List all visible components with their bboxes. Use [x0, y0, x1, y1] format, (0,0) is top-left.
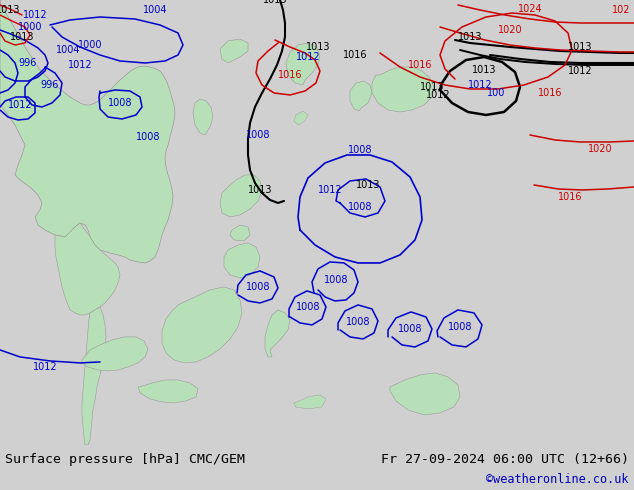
Text: 1008: 1008 [246, 130, 270, 140]
Polygon shape [294, 395, 326, 409]
Text: 1008: 1008 [136, 132, 160, 142]
Text: 1016: 1016 [408, 60, 432, 70]
Text: Fr 27-09-2024 06:00 UTC (12+66): Fr 27-09-2024 06:00 UTC (12+66) [381, 453, 629, 466]
Polygon shape [220, 175, 262, 217]
Text: 1013: 1013 [248, 185, 272, 195]
Polygon shape [350, 81, 372, 111]
Text: 1012: 1012 [425, 90, 450, 100]
Text: 1013: 1013 [458, 32, 482, 42]
Polygon shape [265, 310, 290, 357]
Text: 1020: 1020 [498, 25, 522, 35]
Polygon shape [372, 67, 434, 112]
Text: 1008: 1008 [295, 302, 320, 312]
Text: 996: 996 [19, 58, 37, 68]
Text: 1012: 1012 [8, 100, 32, 110]
Polygon shape [390, 373, 460, 415]
Text: 1008: 1008 [324, 275, 348, 285]
Text: 1008: 1008 [346, 317, 370, 327]
Text: 1000: 1000 [18, 22, 42, 32]
Text: 1024: 1024 [518, 4, 542, 14]
Text: 1013: 1013 [262, 0, 287, 5]
Text: 1012: 1012 [23, 10, 48, 20]
Text: 1013: 1013 [10, 32, 34, 42]
Polygon shape [286, 43, 320, 85]
Text: 100: 100 [487, 88, 505, 98]
Text: 1016: 1016 [538, 88, 562, 98]
Text: 1012: 1012 [468, 80, 493, 90]
Polygon shape [220, 39, 248, 63]
Polygon shape [193, 99, 213, 135]
Text: 1012: 1012 [68, 60, 93, 70]
Text: 1020: 1020 [588, 144, 612, 154]
Polygon shape [162, 287, 242, 363]
Text: 1008: 1008 [348, 202, 372, 212]
Text: 996: 996 [41, 80, 59, 90]
Polygon shape [138, 380, 198, 403]
Text: 1013: 1013 [568, 42, 592, 52]
Text: 1013: 1013 [472, 65, 496, 75]
Text: 1008: 1008 [348, 145, 372, 155]
Polygon shape [0, 0, 175, 263]
Text: 1004: 1004 [143, 5, 167, 15]
Polygon shape [230, 225, 250, 241]
Text: 1013: 1013 [356, 180, 380, 190]
Text: 1000: 1000 [78, 40, 102, 50]
Text: 1008: 1008 [398, 324, 422, 334]
Polygon shape [224, 243, 260, 278]
Text: 1012: 1012 [567, 66, 592, 76]
Text: 1012: 1012 [33, 362, 57, 372]
Text: ©weatheronline.co.uk: ©weatheronline.co.uk [486, 473, 629, 487]
Text: 1012: 1012 [295, 52, 320, 62]
Text: 1012: 1012 [318, 185, 342, 195]
Polygon shape [294, 111, 308, 125]
Text: 102: 102 [612, 5, 630, 15]
Text: 1013: 1013 [306, 42, 330, 52]
Text: 1016: 1016 [278, 70, 302, 80]
Polygon shape [82, 307, 106, 445]
Text: Surface pressure [hPa] CMC/GEM: Surface pressure [hPa] CMC/GEM [5, 453, 245, 466]
Text: 1016: 1016 [343, 50, 367, 60]
Text: 1013: 1013 [420, 82, 444, 92]
Polygon shape [55, 223, 120, 315]
Text: 1016: 1016 [558, 192, 582, 202]
Text: 1008: 1008 [108, 98, 133, 108]
Text: 1013: 1013 [0, 5, 20, 15]
Text: 1008: 1008 [448, 322, 472, 332]
Text: 1004: 1004 [56, 45, 81, 55]
Text: 1008: 1008 [246, 282, 270, 292]
Polygon shape [82, 337, 148, 371]
